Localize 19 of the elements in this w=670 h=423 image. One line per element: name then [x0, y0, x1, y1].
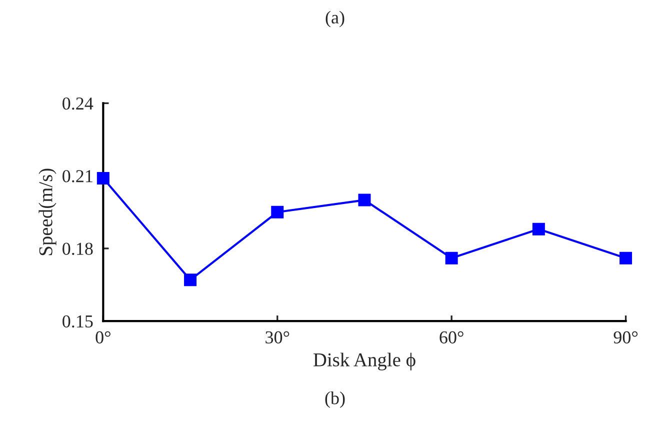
point: [358, 194, 371, 206]
point: [445, 252, 458, 264]
text: (a): [326, 10, 344, 28]
point: [184, 274, 197, 286]
x-tick-label: 0°: [96, 331, 110, 344]
point: [532, 222, 545, 236]
x-tick-label: 60°: [440, 331, 464, 344]
point: [96, 172, 110, 184]
x-axis-title: Disk Angle ϕ: [313, 352, 416, 370]
text: (b): [325, 392, 345, 408]
point: [271, 206, 284, 218]
y-axis-title: Speed(m/s): [38, 168, 56, 256]
point: [620, 252, 632, 264]
y-tick-label: 0.21: [62, 170, 92, 182]
x-tick-label: 90°: [614, 331, 638, 344]
x-tick-label: 30°: [266, 331, 290, 344]
y-tick-label: 0.24: [62, 97, 94, 110]
y-tick-label: 0.15: [62, 315, 93, 328]
y-tick-label: 0.18: [62, 242, 93, 255]
